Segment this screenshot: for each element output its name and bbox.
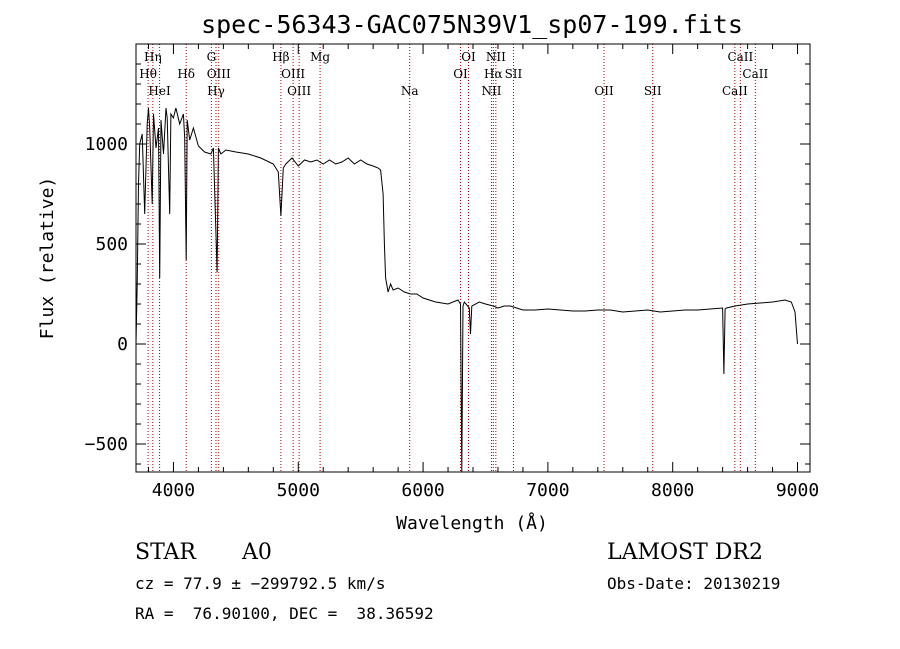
line-label-20: CaII — [727, 50, 753, 64]
line-label-5: OIII — [207, 67, 231, 81]
x-tick-label-3: 7000 — [526, 480, 569, 501]
survey-name: LAMOST DR2 — [607, 540, 763, 565]
object-subclass: A0 — [242, 540, 272, 565]
line-label-21: CaII — [742, 67, 768, 81]
x-axis-label: Wavelength (Å) — [396, 512, 548, 534]
line-label-14: NII — [486, 50, 506, 64]
line-label-0: Hη — [144, 50, 162, 64]
x-tick-label-0: 4000 — [152, 480, 195, 501]
line-label-18: OII — [594, 84, 614, 98]
line-label-17: SII — [505, 67, 523, 81]
line-label-11: Na — [401, 84, 419, 98]
coordinates: RA = 76.90100, DEC = 38.36592 — [135, 604, 434, 623]
y-axis-label: Flux (relative) — [37, 177, 58, 340]
emission-line-labels: Hη Hθ HeI Hδ G OIII Hγ Hβ OIII OIII Mg Na OI OI NII Hα N… — [139, 50, 768, 98]
x-tick-label-5: 9000 — [776, 480, 819, 501]
line-label-12: OI — [461, 50, 476, 64]
observation-date: Obs-Date: 20130219 — [607, 574, 781, 593]
line-label-6: Hγ — [207, 84, 225, 98]
line-label-16: NII — [481, 84, 501, 98]
line-label-3: Hδ — [177, 67, 195, 81]
line-label-10: Mg — [310, 50, 330, 64]
line-label-4: G — [207, 50, 217, 64]
line-label-22: CaII — [722, 84, 748, 98]
emission-line-markers — [147, 44, 756, 472]
object-class: STAR — [135, 540, 196, 565]
y-tick-label-0: −500 — [85, 434, 128, 455]
line-label-15: Hα — [484, 67, 503, 81]
line-label-1: Hθ — [139, 67, 157, 81]
y-tick-label-3: 1000 — [85, 134, 128, 155]
x-tick-label-4: 8000 — [651, 480, 694, 501]
y-tick-label-2: 500 — [95, 234, 128, 255]
line-label-7: Hβ — [272, 50, 289, 64]
x-tick-label-2: 6000 — [401, 480, 444, 501]
chart-title: spec-56343-GAC075N39V1_sp07-199.fits — [201, 10, 743, 39]
x-tick-label-1: 5000 — [277, 480, 320, 501]
plot-frame — [135, 43, 811, 473]
line-label-9: OIII — [287, 84, 311, 98]
axis-ticks — [136, 44, 810, 472]
line-label-19: SII — [644, 84, 662, 98]
line-label-13: OI — [453, 67, 468, 81]
line-label-2: HeI — [148, 84, 171, 98]
line-label-8: OIII — [281, 67, 305, 81]
redshift-readout: cz = 77.9 ± −299792.5 km/s — [135, 574, 386, 593]
spectrum-line — [135, 107, 798, 473]
y-tick-label-1: 0 — [117, 334, 128, 355]
axis-tick-labels: 4000 5000 6000 7000 8000 9000 −500 0 500 1000 — [85, 134, 820, 501]
